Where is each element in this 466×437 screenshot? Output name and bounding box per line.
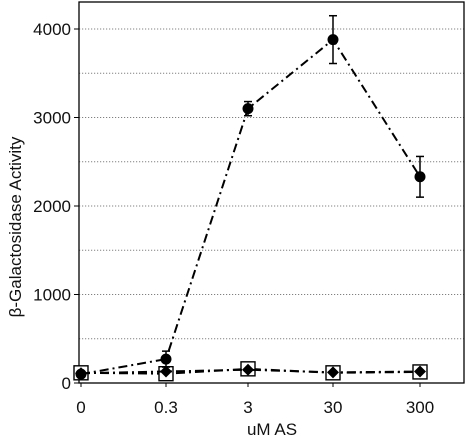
data-point-circle [242,103,254,115]
x-tick-label: 300 [406,398,434,417]
data-point-diamond [327,366,339,379]
data-point-circle [160,353,172,365]
y-axis-title: β-Galactosidase Activity [6,136,25,317]
series-circle [75,14,426,380]
y-axis-ticks: 0 1000 2000 3000 4000 [33,20,79,393]
x-tick-label: 0 [76,398,85,417]
data-point-diamond [414,365,426,378]
data-point-diamond [242,363,254,376]
data-point-diamond [160,365,172,378]
plot-frame [78,1,465,384]
series-line [80,38,421,376]
data-point-circle [414,171,426,183]
y-tick-label: 1000 [33,286,71,305]
data-point-circle [75,368,87,380]
x-axis-title: uM AS [247,420,297,437]
gridlines [79,28,464,340]
x-tick-label: 30 [324,398,343,417]
y-tick-label: 2000 [33,197,71,216]
x-axis-ticks: 0 0.3 3 30 300 [76,383,434,417]
y-tick-label: 4000 [33,20,71,39]
x-tick-label: 0.3 [154,398,178,417]
y-tick-label: 3000 [33,109,71,128]
data-series [73,14,428,382]
data-point-circle [327,34,339,46]
y-tick-label: 0 [62,374,71,393]
x-tick-label: 3 [243,398,252,417]
